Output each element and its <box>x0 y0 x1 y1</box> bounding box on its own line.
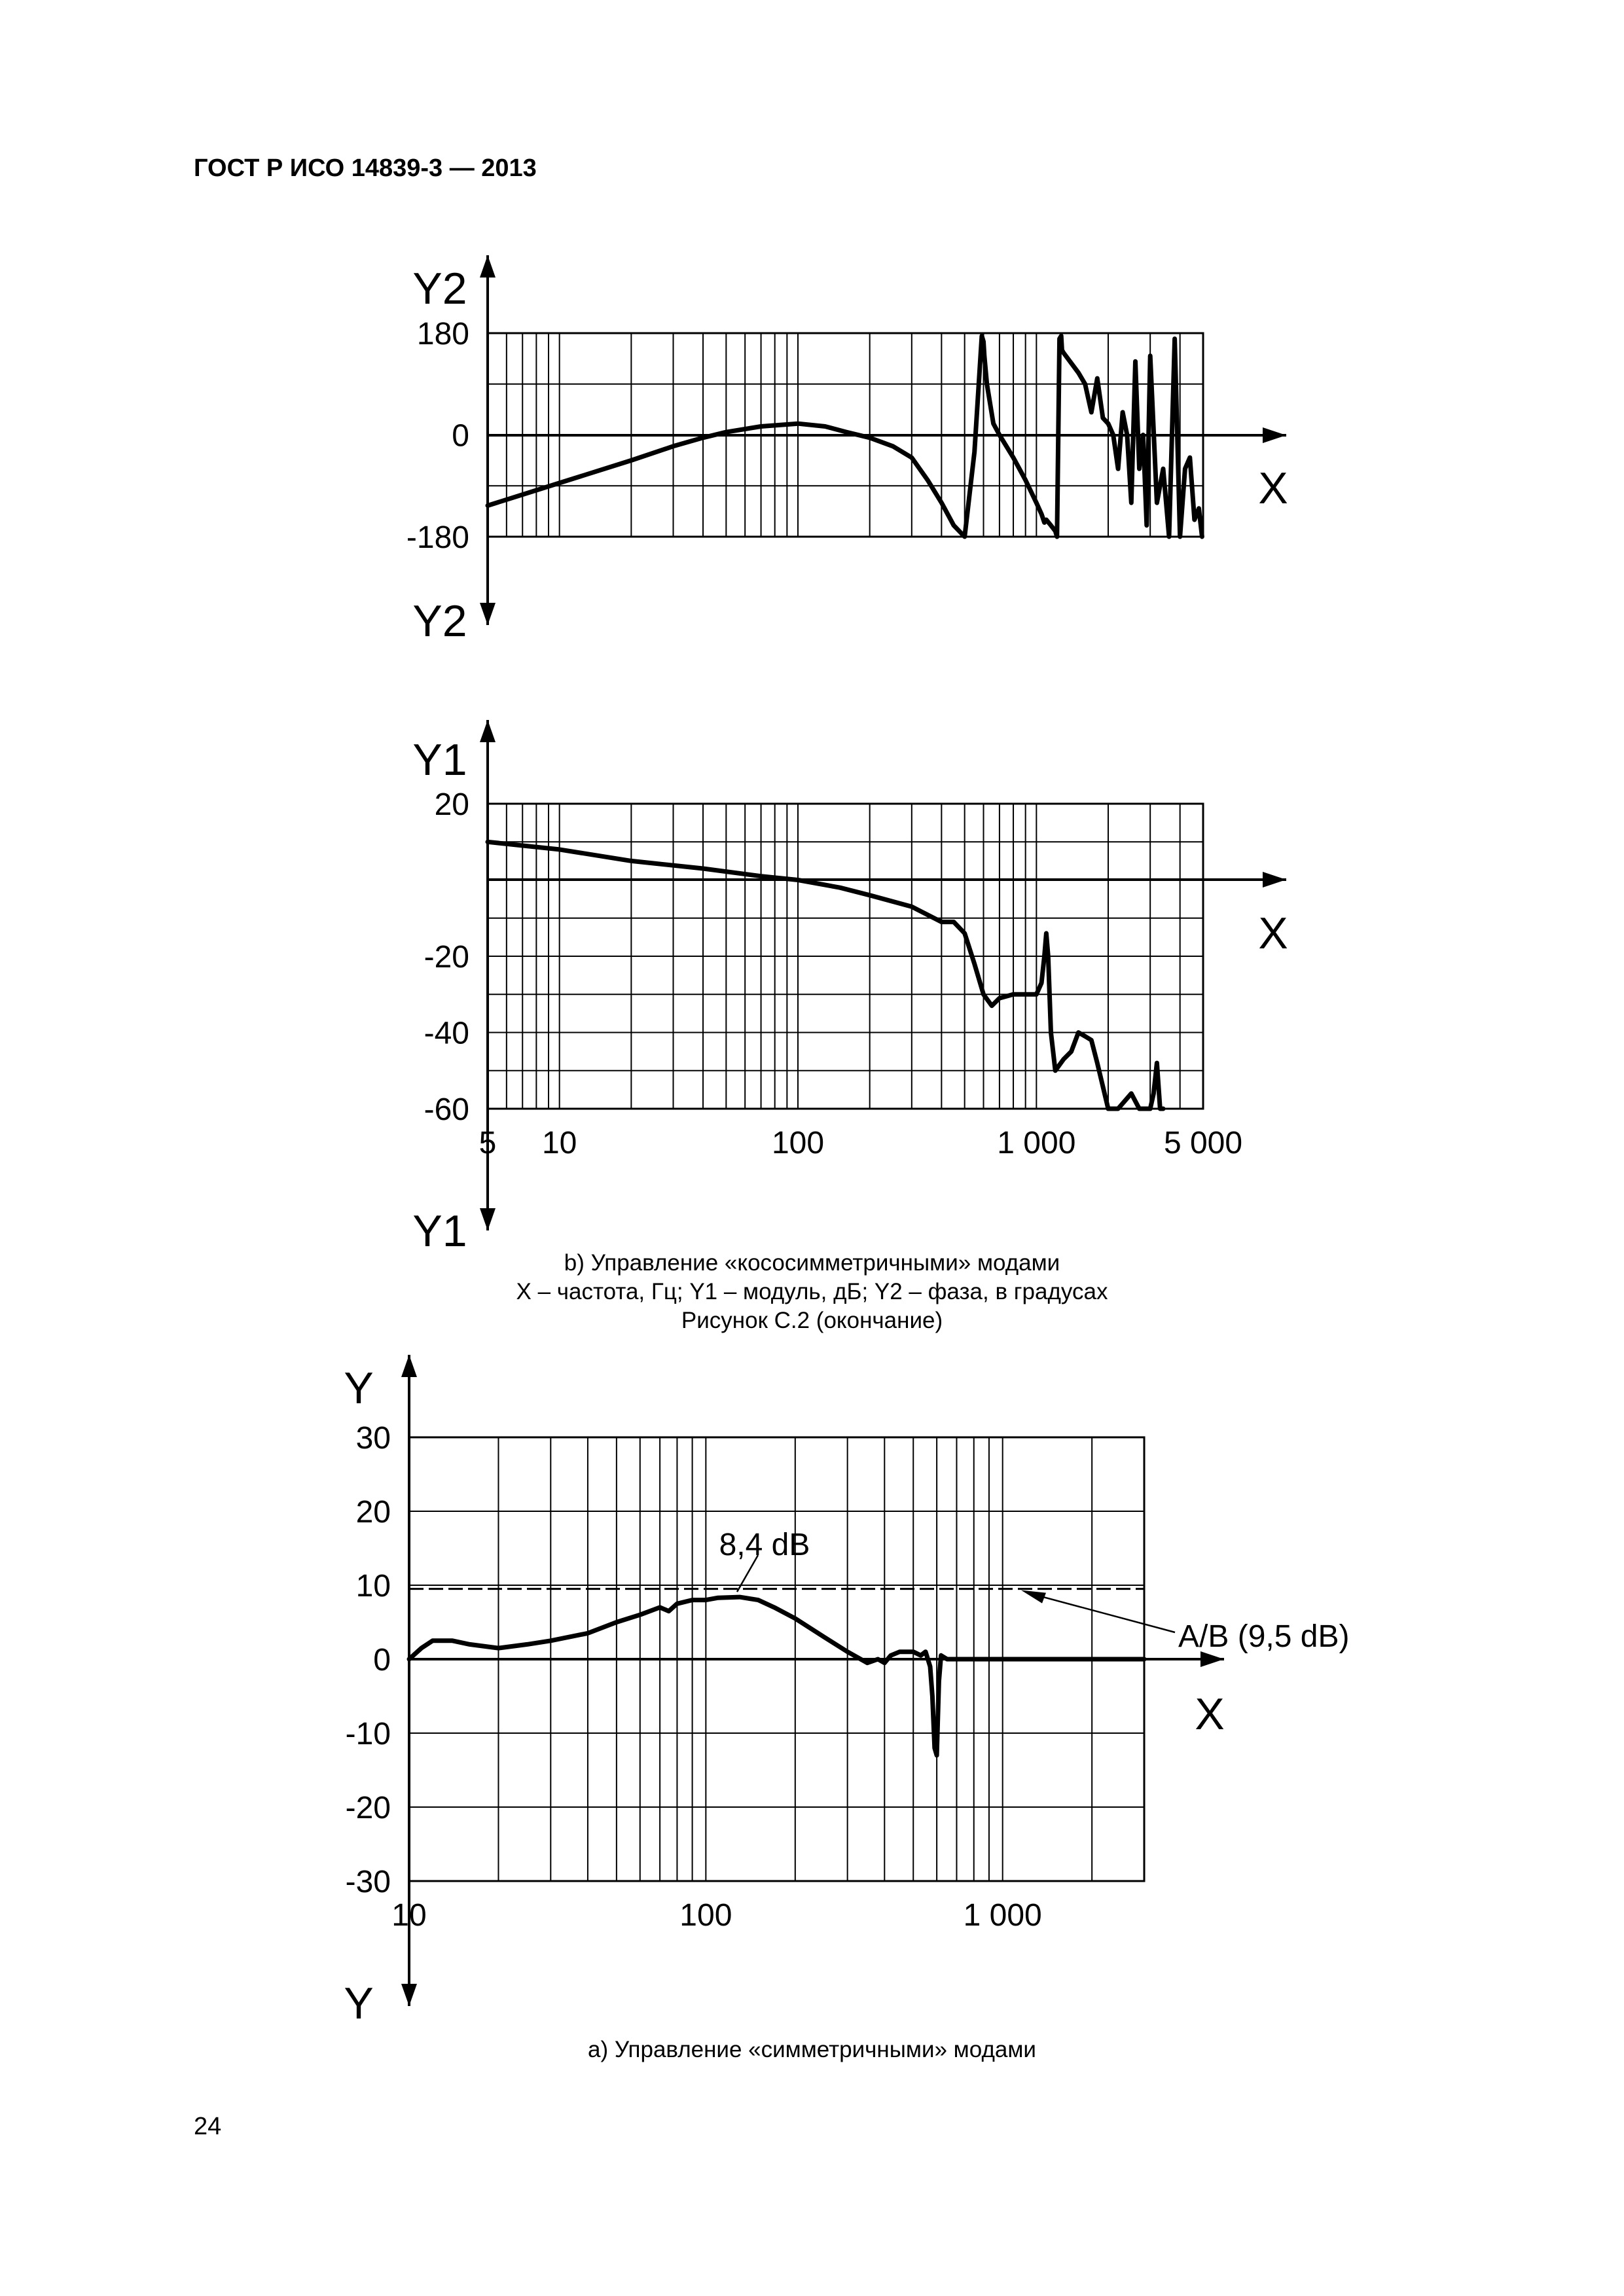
y-tick-label: -40 <box>424 1016 469 1051</box>
y-tick-label: -180 <box>406 520 469 555</box>
y-tick-label: 20 <box>356 1495 391 1530</box>
caption-a: a) Управление «симметричными» модами <box>588 2037 1036 2062</box>
y-axis-arrow-up <box>480 720 496 742</box>
x-tick-label: 100 <box>679 1898 732 1933</box>
peak-leader-line <box>736 1554 759 1592</box>
y-tick-label: -30 <box>346 1865 391 1899</box>
y-tick-label: -20 <box>424 940 469 975</box>
x-tick-label: 10 <box>391 1898 426 1933</box>
x-tick-label: 5 000 <box>1164 1126 1242 1160</box>
reference-line-label: A/B (9,5 dB) <box>1178 1619 1349 1654</box>
y-tick-label: 0 <box>373 1643 391 1677</box>
x-tick-label: 1 000 <box>997 1126 1075 1160</box>
y-tick-label: -20 <box>346 1791 391 1825</box>
y-tick-label: 180 <box>417 317 469 351</box>
reference-leader-line <box>1027 1592 1176 1634</box>
caption-b-legend: X – частота, Гц; Y1 – модуль, дБ; Y2 – ф… <box>516 1279 1108 1304</box>
x-axis-arrow <box>1200 1651 1224 1667</box>
y-tick-label: 0 <box>452 419 469 454</box>
y-axis-name-bottom: Y2 <box>412 596 467 646</box>
y-axis-arrow-down <box>401 1984 417 2006</box>
x-axis-arrow <box>1263 427 1286 443</box>
reference-leader-arrow <box>1021 1590 1046 1604</box>
x-axis-name: X <box>1195 1689 1224 1739</box>
y-tick-label: 20 <box>435 787 469 822</box>
y-axis-arrow-down <box>480 603 496 625</box>
x-tick-label: 10 <box>542 1126 577 1160</box>
data-series-line <box>485 333 1204 539</box>
x-axis-arrow <box>1263 872 1286 888</box>
x-tick-label: 5 <box>479 1126 497 1160</box>
y-tick-label: -60 <box>424 1092 469 1127</box>
y-axis-arrow-down <box>480 1208 496 1230</box>
y-axis-arrow-up <box>401 1355 417 1377</box>
y-axis-name-bottom: Y1 <box>412 1206 467 1256</box>
y-tick-label: 10 <box>356 1569 391 1604</box>
y-axis-name-top: Y1 <box>412 735 467 785</box>
peak-annotation-label: 8,4 dB <box>719 1528 810 1562</box>
data-series-line <box>406 1594 1147 1758</box>
data-series-line <box>485 839 1166 1111</box>
y-tick-label: -10 <box>346 1717 391 1751</box>
page-number: 24 <box>194 2113 222 2140</box>
y-axis-name-top: Y <box>344 1363 373 1413</box>
x-tick-label: 1 000 <box>964 1898 1042 1933</box>
y-axis-name-top: Y2 <box>412 264 467 314</box>
y-axis-name-bottom: Y <box>344 1979 373 2028</box>
document-header: ГОСТ Р ИСО 14839-3 — 2013 <box>194 154 537 182</box>
figure-caption: Рисунок С.2 (окончание) <box>681 1308 943 1333</box>
x-tick-label: 100 <box>772 1126 824 1160</box>
y-axis-arrow-up <box>480 255 496 278</box>
caption-b-title: b) Управление «кососимметричными» модами <box>564 1250 1060 1276</box>
x-axis-name: X <box>1258 908 1288 958</box>
x-axis-name: X <box>1258 463 1288 513</box>
y-tick-label: 30 <box>356 1421 391 1456</box>
